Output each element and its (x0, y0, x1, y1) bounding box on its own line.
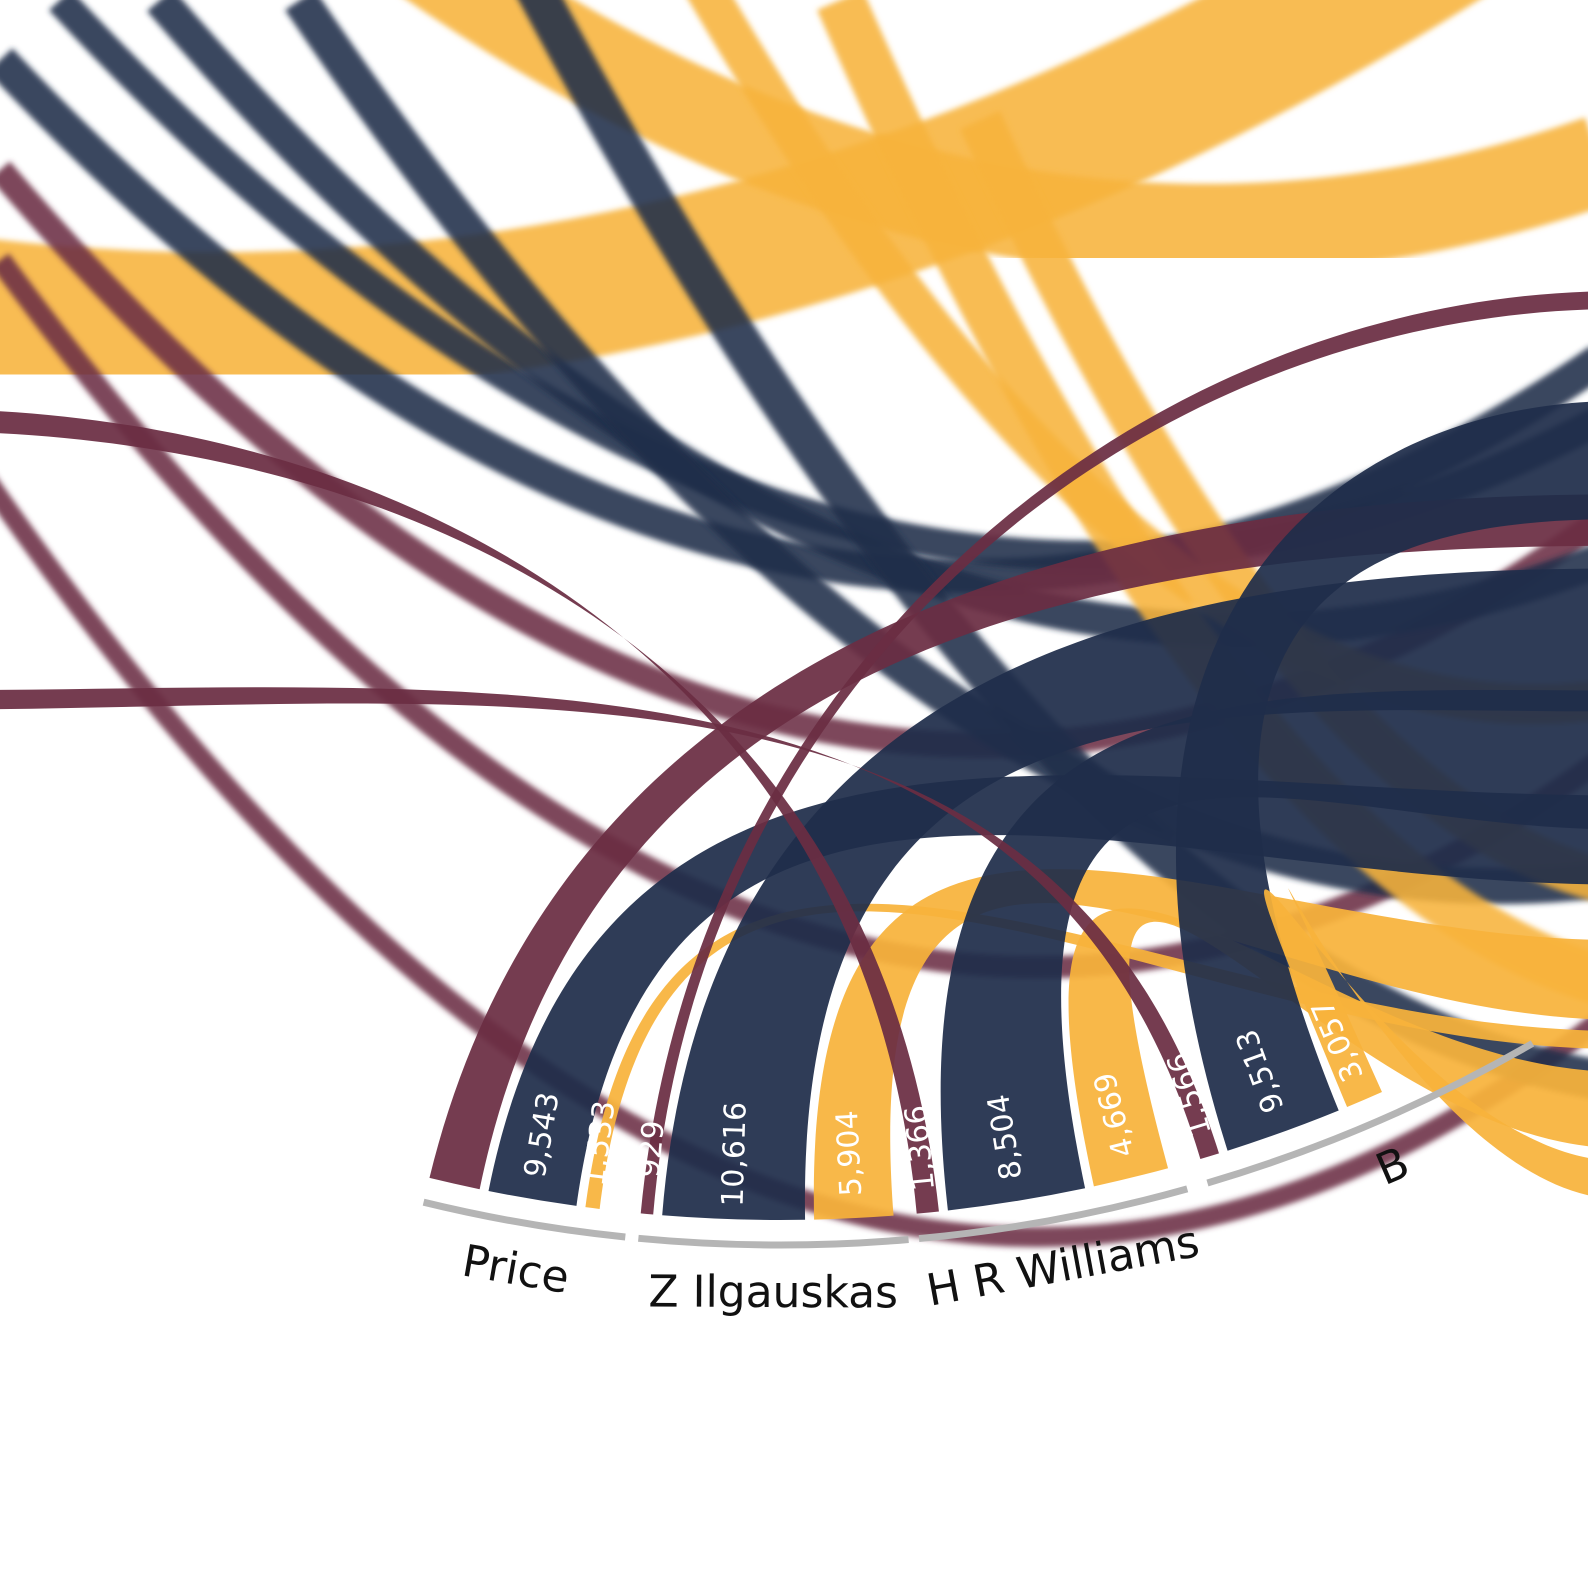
ribbon-gold (1264, 888, 1588, 1196)
group-arcs-layer (422, 1040, 1535, 1249)
group-arc (918, 1185, 1189, 1243)
background-ribbon (0, 0, 1479, 393)
group-arc (638, 1234, 909, 1249)
value-label: 10,616 (715, 1101, 753, 1207)
value-label: 929 (632, 1119, 672, 1179)
group-arc (1206, 1040, 1535, 1187)
value-label: 1,366 (899, 1104, 942, 1193)
ribbon-gold (1068, 908, 1588, 1187)
value-label: 5,904 (830, 1110, 869, 1198)
ribbon-gold (813, 869, 1588, 1220)
group-arc (422, 1198, 626, 1241)
ribbon-navy (662, 568, 1588, 1220)
ribbons-layer (0, 291, 1588, 1220)
group-label: Z Ilgauskas (648, 1266, 898, 1318)
ribbon-navy (940, 689, 1588, 1211)
group-label: Price (459, 1236, 573, 1305)
ribbon-navy (1176, 401, 1588, 1151)
